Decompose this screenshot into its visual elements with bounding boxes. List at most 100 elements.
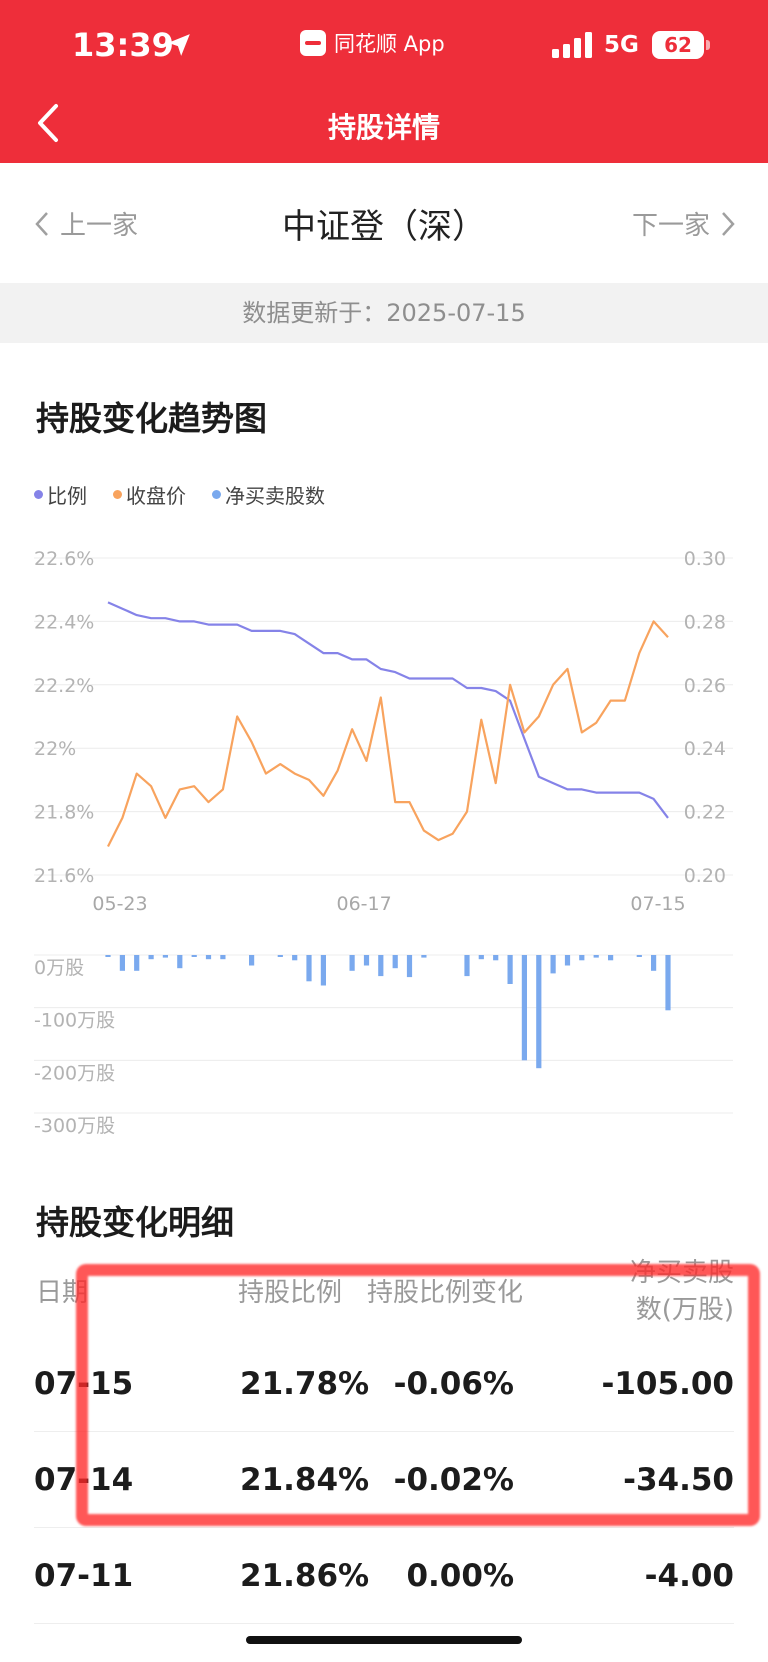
cell-net-shares: -105.00 [601, 1366, 735, 1402]
prev-institution-button[interactable]: 上一家 [32, 205, 138, 242]
header-net-shares: 净买卖股 数(万股) [630, 1252, 734, 1326]
y-left-tick-label: 22.2% [34, 675, 94, 697]
bar-y-tick-label: -100万股 [34, 1010, 115, 1032]
net-shares-bar [564, 955, 571, 966]
bar-y-tick-label: -200万股 [34, 1062, 115, 1084]
legend-item-close-price[interactable]: 收盘价 [113, 480, 186, 509]
net-shares-bar [177, 955, 183, 969]
net-shares-bar [406, 955, 413, 978]
close-price-series-line [107, 620, 669, 847]
net-shares-bar [205, 955, 212, 960]
net-shares-bar [521, 955, 527, 1061]
net-shares-bar [392, 955, 398, 969]
y-left-tick-label: 21.8% [34, 802, 94, 824]
next-institution-label: 下一家 [631, 211, 710, 241]
net-shares-bar [191, 955, 197, 957]
home-indicator[interactable] [246, 1636, 522, 1644]
net-shares-bar [249, 955, 255, 966]
ratio-series-line [107, 601, 669, 819]
y-right-tick-label: 0.28 [684, 611, 726, 633]
net-shares-bar [651, 955, 657, 971]
net-shares-bar [220, 955, 226, 960]
table-row[interactable]: 07-11 21.86% 0.00% -4.00 [34, 1528, 734, 1624]
page-title: 持股详情 [327, 111, 440, 144]
x-tick-label: 06-17 [336, 893, 391, 915]
cell-ratio: 21.86% [240, 1558, 370, 1594]
cell-date: 07-15 [34, 1366, 134, 1402]
chart-legend: 比例 收盘价 净买卖股数 [34, 480, 351, 509]
x-tick-label: 05-23 [92, 893, 147, 915]
legend-dot [34, 490, 43, 499]
legend-dot [212, 490, 221, 499]
net-shares-bar [579, 955, 585, 961]
table-header: 日期 持股比例 持股比例变化 净买卖股 数(万股) [0, 1258, 768, 1336]
net-shares-bar [320, 955, 326, 986]
header-net-line-2: 数(万股) [635, 1295, 734, 1325]
legend-label: 比例 [47, 484, 87, 508]
battery-icon: 62 [652, 31, 704, 59]
y-left-tick-label: 21.6% [34, 865, 94, 887]
bar-y-tick-label: 0万股 [34, 957, 84, 979]
net-shares-bar [550, 955, 556, 974]
net-shares-bar [478, 955, 484, 960]
y-right-tick-label: 0.22 [684, 802, 726, 824]
net-shares-bar [378, 955, 384, 977]
net-shares-bar [593, 955, 599, 958]
net-shares-bar [493, 955, 499, 961]
net-shares-bar [464, 955, 470, 977]
source-app-name: 同花顺 App [334, 32, 445, 56]
cell-ratio-change: 0.00% [406, 1558, 514, 1594]
net-shares-bar [507, 955, 513, 984]
legend-item-net-shares[interactable]: 净买卖股数 [212, 480, 325, 509]
cell-ratio-change: -0.06% [393, 1366, 514, 1402]
y-right-tick-label: 0.20 [684, 865, 726, 887]
net-shares-bar [292, 955, 298, 961]
y-left-tick-label: 22% [34, 738, 76, 760]
legend-label: 收盘价 [126, 484, 186, 508]
table-row[interactable]: 07-14 21.84% -0.02% -34.50 [34, 1432, 734, 1528]
battery-level: 62 [664, 33, 692, 57]
net-shares-bar [363, 955, 370, 966]
y-left-tick-label: 22.4% [34, 611, 94, 633]
header-date: 日期 [36, 1278, 89, 1308]
net-shares-bar [665, 955, 671, 1011]
cell-date: 07-14 [34, 1462, 134, 1498]
net-shares-bar [349, 955, 355, 971]
net-shares-bar [636, 955, 642, 957]
net-shares-bar [608, 955, 614, 961]
net-shares-bar [536, 955, 542, 1069]
table-row[interactable]: 07-15 21.78% -0.06% -105.00 [34, 1336, 734, 1432]
x-tick-label: 07-15 [630, 893, 685, 915]
cell-net-shares: -4.00 [644, 1558, 734, 1594]
cellular-signal-icon [552, 32, 592, 58]
y-right-tick-label: 0.24 [684, 738, 726, 760]
legend-item-ratio[interactable]: 比例 [34, 480, 87, 509]
app-logo-icon [300, 30, 326, 56]
y-left-tick-label: 22.6% [34, 548, 94, 570]
prev-institution-label: 上一家 [60, 211, 139, 241]
next-institution-button[interactable]: 下一家 [632, 205, 738, 242]
net-shares-bar [421, 955, 427, 958]
header-ratio-change: 持股比例变化 [367, 1278, 524, 1308]
institution-switcher: 上一家 中证登（深） 下一家 [0, 163, 768, 283]
cell-net-shares: -34.50 [623, 1462, 734, 1498]
status-time: 13:39 [72, 26, 174, 64]
net-shares-bar [148, 955, 154, 960]
bar-y-tick-label: -300万股 [34, 1115, 115, 1137]
chevron-right-icon [722, 211, 735, 236]
net-shares-bar [277, 955, 283, 957]
cell-date: 07-11 [34, 1558, 134, 1594]
app-header: 13:39 同花顺 App 5G 62 持股详情 [0, 0, 768, 163]
header-net-line-1: 净买卖股 [629, 1258, 734, 1288]
header-ratio: 持股比例 [238, 1278, 343, 1308]
network-type: 5G [604, 32, 639, 58]
data-update-notice: 数据更新于：2025-07-15 [0, 283, 768, 343]
source-app-badge[interactable]: 同花顺 App [300, 28, 445, 58]
y-right-tick-label: 0.30 [684, 548, 726, 570]
back-arrow-icon[interactable] [30, 100, 70, 146]
net-shares-bar [119, 955, 125, 971]
institution-name: 中证登（深） [282, 207, 486, 247]
legend-dot [113, 490, 122, 499]
cell-ratio: 21.78% [240, 1366, 370, 1402]
holding-trend-chart[interactable]: 22.6% 0.30 22.4% 0.28 22.2% 0.26 22% 0.24 21.8% 0… [0, 530, 768, 1150]
